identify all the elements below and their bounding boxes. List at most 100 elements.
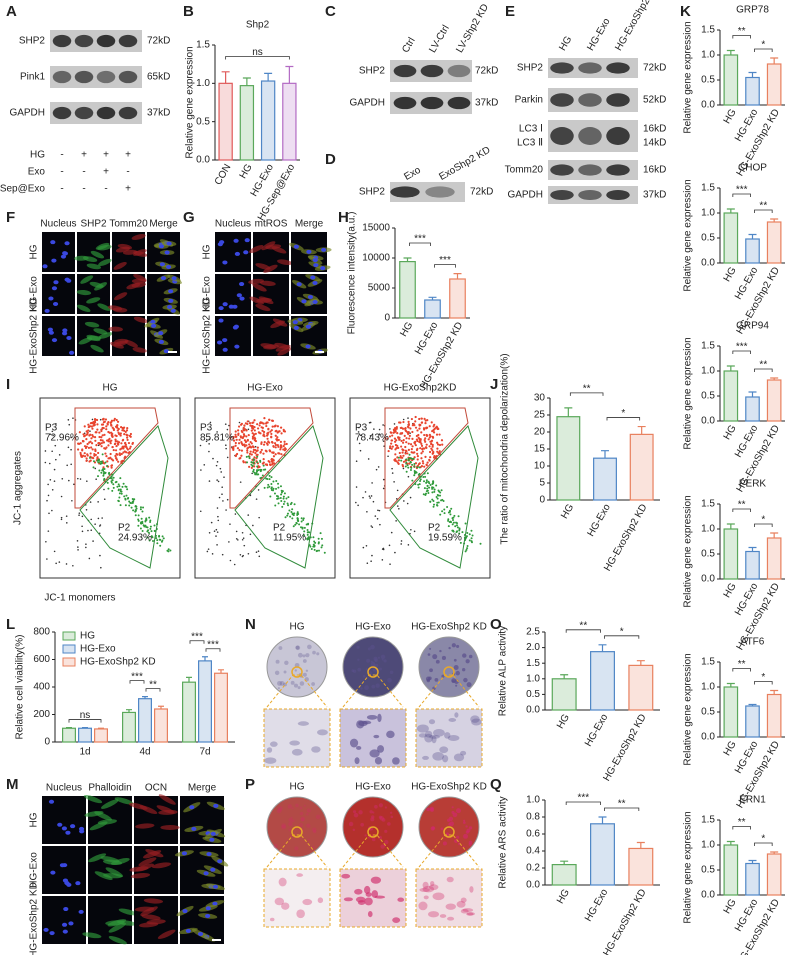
event-dot xyxy=(110,420,113,424)
gate-percent: 11.95% xyxy=(273,533,306,544)
event-dot xyxy=(99,554,101,557)
event-dot xyxy=(252,450,255,454)
event-dot xyxy=(91,448,94,451)
event-dot xyxy=(279,446,282,449)
event-dot xyxy=(405,430,408,433)
nucleus xyxy=(48,296,54,301)
nucleus xyxy=(310,275,316,280)
stain-spot xyxy=(274,670,280,676)
event-dot xyxy=(300,526,303,529)
stain-patch xyxy=(297,721,309,726)
nucleus xyxy=(321,247,327,252)
event-dot xyxy=(313,548,316,551)
stain-patch xyxy=(355,896,366,903)
event-dot xyxy=(455,531,458,534)
bar xyxy=(628,664,654,711)
event-dot xyxy=(303,530,306,533)
nucleus xyxy=(48,330,54,335)
y-tick-label: 0.5 xyxy=(701,549,715,560)
event-dot xyxy=(101,453,104,456)
x-tick-label: HG-ExoShp2 KD xyxy=(601,887,648,955)
event-dot xyxy=(447,519,450,522)
significance-bracket xyxy=(565,629,601,633)
event-dot xyxy=(409,496,412,499)
event-dot xyxy=(427,492,430,495)
event-dot xyxy=(119,434,122,437)
zoom-lines xyxy=(266,834,328,868)
event-dot xyxy=(91,421,95,424)
event-dot xyxy=(112,483,115,486)
event-dot xyxy=(397,446,400,449)
y-tick-label: 10 xyxy=(534,461,546,472)
event-dot xyxy=(402,439,405,442)
treatment-label: Exo xyxy=(28,167,46,178)
event-dot xyxy=(269,495,272,498)
error-bar xyxy=(453,273,462,279)
event-dot xyxy=(241,443,244,446)
event-dot xyxy=(431,430,434,433)
cell xyxy=(94,871,113,880)
nucleus xyxy=(232,304,238,309)
event-dot xyxy=(357,504,359,507)
y-tick-label: 0.0 xyxy=(701,258,715,269)
bar xyxy=(766,63,782,106)
event-dot xyxy=(88,460,91,463)
event-dot xyxy=(229,559,232,562)
event-dot xyxy=(127,441,131,445)
bar xyxy=(282,82,297,161)
nucleus xyxy=(320,266,326,271)
event-dot xyxy=(114,438,117,441)
event-dot xyxy=(427,438,430,441)
stain-spot xyxy=(357,658,360,661)
stain-spot xyxy=(311,827,317,832)
event-dot xyxy=(254,445,257,448)
event-dot xyxy=(83,455,87,458)
stain-patch xyxy=(356,746,362,750)
event-dot xyxy=(436,501,439,504)
event-dot xyxy=(96,456,99,459)
treatment-sign: + xyxy=(81,150,87,161)
event-dot xyxy=(390,442,393,445)
stain-patch xyxy=(289,740,300,746)
event-dot xyxy=(263,435,266,438)
event-dot xyxy=(279,485,282,488)
nucleus xyxy=(166,241,172,246)
stain-spot xyxy=(365,668,368,671)
event-dot xyxy=(420,444,424,447)
blot-band xyxy=(393,96,417,110)
event-dot xyxy=(240,454,243,457)
event-dot xyxy=(167,548,170,551)
event-dot xyxy=(238,449,241,452)
event-dot xyxy=(468,533,471,536)
nucleus xyxy=(158,339,165,344)
event-dot xyxy=(107,439,110,442)
event-dot xyxy=(99,524,102,526)
cell xyxy=(158,809,178,815)
event-dot xyxy=(87,529,89,532)
significance-bracket xyxy=(569,392,604,396)
event-dot xyxy=(430,421,433,424)
event-dot xyxy=(424,446,428,449)
nucleus xyxy=(213,803,219,808)
event-dot xyxy=(252,470,255,473)
error-bar xyxy=(770,57,779,64)
stain-patch xyxy=(460,908,469,914)
stain-spot xyxy=(375,683,380,688)
event-dot xyxy=(442,500,445,503)
event-dot xyxy=(291,508,294,511)
event-dot xyxy=(405,437,408,440)
event-dot xyxy=(234,441,237,445)
row-label: LC3 Ⅱ xyxy=(517,138,543,149)
event-dot xyxy=(307,523,310,526)
event-dot xyxy=(251,435,254,438)
event-dot xyxy=(112,448,115,452)
y-tick-label: 1.0 xyxy=(701,50,715,61)
event-dot xyxy=(126,438,129,442)
row-label: GAPDH xyxy=(9,108,45,119)
event-dot xyxy=(137,524,140,527)
event-dot xyxy=(97,475,100,478)
blot-band xyxy=(420,64,444,78)
cell xyxy=(259,280,276,286)
nucleus xyxy=(222,302,228,307)
panel-letter: H xyxy=(338,209,349,226)
